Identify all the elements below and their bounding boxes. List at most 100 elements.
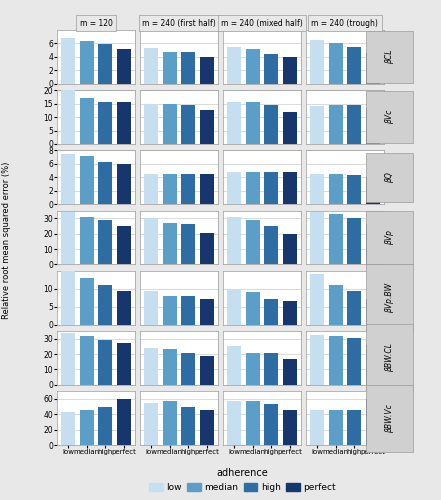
- Bar: [181, 352, 195, 385]
- Bar: [98, 102, 112, 144]
- Bar: [144, 290, 158, 324]
- Bar: [163, 223, 177, 264]
- Bar: [246, 172, 260, 204]
- Bar: [98, 340, 112, 385]
- Bar: [80, 42, 94, 84]
- Bar: [283, 302, 297, 324]
- Bar: [310, 335, 324, 385]
- Bar: [98, 220, 112, 264]
- Bar: [228, 47, 241, 84]
- Bar: [329, 336, 343, 385]
- Text: Relative root mean squared error (%): Relative root mean squared error (%): [2, 162, 11, 318]
- Bar: [61, 332, 75, 385]
- Bar: [347, 410, 361, 445]
- Bar: [117, 344, 131, 385]
- Bar: [283, 112, 297, 144]
- Bar: [264, 226, 278, 264]
- Bar: [329, 285, 343, 325]
- Bar: [264, 404, 278, 445]
- Bar: [200, 300, 213, 324]
- Bar: [117, 49, 131, 84]
- Bar: [246, 220, 260, 264]
- Bar: [117, 290, 131, 324]
- Bar: [163, 52, 177, 84]
- Text: βVc: βVc: [385, 110, 394, 124]
- Bar: [310, 40, 324, 84]
- Bar: [246, 49, 260, 84]
- Bar: [181, 406, 195, 445]
- Bar: [98, 162, 112, 204]
- Bar: [310, 212, 324, 264]
- Bar: [163, 296, 177, 324]
- Bar: [310, 274, 324, 324]
- Bar: [163, 350, 177, 385]
- Bar: [366, 53, 380, 84]
- Text: βQ: βQ: [385, 172, 394, 182]
- Bar: [366, 108, 380, 144]
- Bar: [347, 176, 361, 204]
- Bar: [80, 410, 94, 445]
- Text: βVp: βVp: [385, 230, 394, 245]
- Bar: [80, 278, 94, 324]
- Bar: [144, 218, 158, 264]
- Bar: [61, 212, 75, 264]
- Bar: [144, 104, 158, 144]
- Bar: [98, 285, 112, 325]
- Bar: [264, 354, 278, 385]
- Bar: [347, 48, 361, 84]
- Bar: [181, 52, 195, 84]
- Bar: [61, 90, 75, 144]
- Bar: [200, 110, 213, 144]
- Bar: [246, 352, 260, 385]
- Bar: [163, 174, 177, 204]
- Bar: [228, 288, 241, 324]
- Bar: [61, 38, 75, 84]
- Bar: [181, 296, 195, 324]
- Bar: [117, 226, 131, 264]
- Bar: [80, 98, 94, 144]
- Bar: [347, 218, 361, 264]
- Bar: [310, 410, 324, 445]
- Bar: [329, 214, 343, 264]
- Bar: [200, 356, 213, 385]
- Title: m = 120: m = 120: [80, 19, 112, 28]
- Bar: [366, 178, 380, 204]
- Bar: [117, 399, 131, 445]
- Bar: [181, 105, 195, 144]
- Bar: [200, 410, 213, 445]
- Bar: [144, 174, 158, 204]
- Bar: [347, 105, 361, 144]
- Bar: [228, 401, 241, 445]
- Bar: [144, 403, 158, 445]
- Text: βCL: βCL: [385, 50, 394, 64]
- Bar: [228, 346, 241, 385]
- Bar: [61, 271, 75, 324]
- Bar: [347, 338, 361, 385]
- Bar: [310, 174, 324, 204]
- Bar: [228, 102, 241, 144]
- Bar: [283, 172, 297, 204]
- Bar: [264, 105, 278, 144]
- Bar: [80, 217, 94, 264]
- Bar: [329, 105, 343, 144]
- Bar: [283, 57, 297, 84]
- Bar: [329, 410, 343, 445]
- Bar: [163, 104, 177, 144]
- Bar: [329, 174, 343, 204]
- Text: βBW.Vc: βBW.Vc: [385, 404, 394, 432]
- Bar: [246, 401, 260, 445]
- Bar: [366, 300, 380, 324]
- Bar: [200, 57, 213, 84]
- Bar: [200, 233, 213, 264]
- Bar: [329, 44, 343, 84]
- Bar: [283, 358, 297, 385]
- Bar: [144, 48, 158, 84]
- Bar: [80, 156, 94, 204]
- Text: βBW.CL: βBW.CL: [385, 344, 394, 372]
- Bar: [366, 224, 380, 264]
- Bar: [61, 154, 75, 204]
- Bar: [98, 406, 112, 445]
- Bar: [366, 399, 380, 445]
- Bar: [366, 345, 380, 385]
- Bar: [117, 164, 131, 204]
